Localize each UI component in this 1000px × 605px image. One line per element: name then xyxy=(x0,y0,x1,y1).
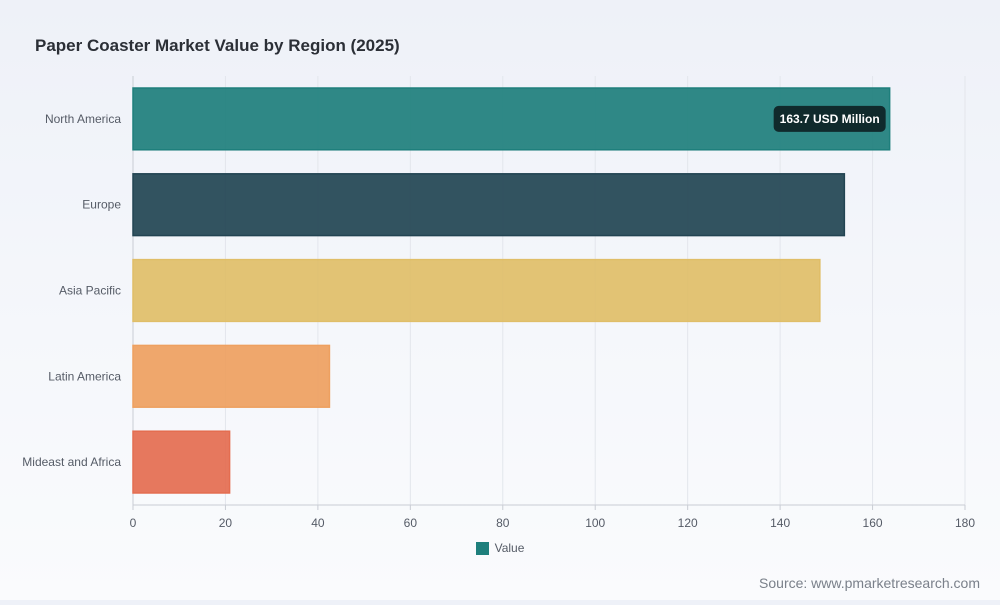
bar-north-america[interactable] xyxy=(132,87,891,151)
legend[interactable]: Value xyxy=(0,541,1000,555)
x-tick-label: 140 xyxy=(770,516,790,530)
x-tick-label: 0 xyxy=(130,516,137,530)
x-tick-label: 20 xyxy=(219,516,233,530)
y-tick-label: Europe xyxy=(82,198,121,212)
x-tick-label: 100 xyxy=(585,516,605,530)
tooltip-text: 163.7 USD Million xyxy=(780,112,880,126)
bar-europe[interactable] xyxy=(132,173,846,237)
chart-title: Paper Coaster Market Value by Region (20… xyxy=(35,36,400,55)
x-tick-label: 160 xyxy=(863,516,883,530)
x-tick-label: 120 xyxy=(678,516,698,530)
x-tick-label: 40 xyxy=(311,516,325,530)
x-tick-label: 60 xyxy=(404,516,418,530)
y-tick-label: Latin America xyxy=(48,369,121,383)
x-tick-label: 80 xyxy=(496,516,510,530)
y-tick-label: Mideast and Africa xyxy=(22,455,121,469)
bar-mideast-and-africa[interactable] xyxy=(132,430,231,494)
y-tick-label: North America xyxy=(45,112,121,126)
legend-swatch-value[interactable] xyxy=(475,541,489,555)
y-tick-label: Asia Pacific xyxy=(59,284,121,298)
source-note: Source: www.pmarketresearch.com xyxy=(759,575,980,591)
tooltip-box xyxy=(773,105,886,132)
bar-latin-america[interactable] xyxy=(132,344,331,408)
bar-asia-pacific[interactable] xyxy=(132,258,821,323)
x-tick-label: 180 xyxy=(955,516,975,530)
legend-label-value[interactable]: Value xyxy=(494,541,525,555)
